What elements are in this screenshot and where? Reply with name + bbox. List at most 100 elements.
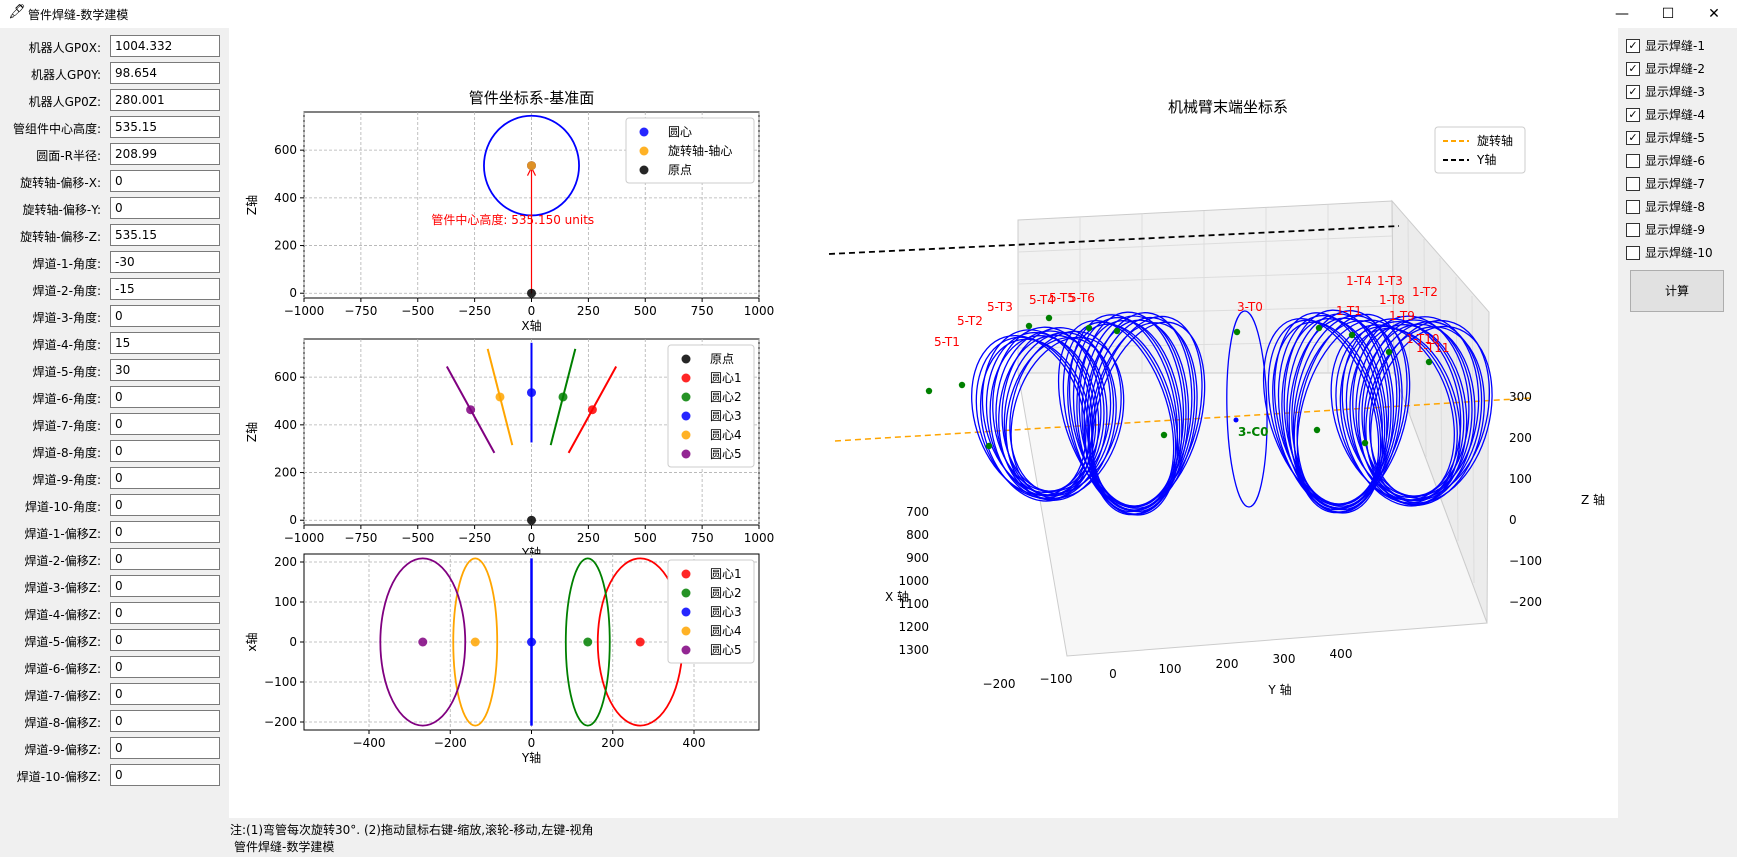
- param-label: 焊道-1-角度:: [32, 257, 101, 271]
- legend-marker: [639, 165, 649, 175]
- param-input[interactable]: [110, 548, 220, 570]
- green-point: [958, 381, 966, 389]
- checkbox[interactable]: ✓: [1626, 107, 1640, 122]
- param-input[interactable]: [110, 494, 220, 516]
- checkbox[interactable]: [1626, 153, 1640, 168]
- param-input[interactable]: [110, 575, 220, 597]
- weld-ring: [1067, 323, 1179, 516]
- param-row: 管组件中心高度:: [0, 114, 229, 141]
- close-button[interactable]: ✕: [1708, 6, 1720, 22]
- weld-toggle-7[interactable]: 显示焊缝-7: [1626, 175, 1705, 195]
- param-label: 焊道-5-角度:: [32, 365, 101, 379]
- param-input[interactable]: [110, 278, 220, 300]
- x-tick-label: −750: [344, 531, 377, 545]
- param-row: 焊道-5-偏移Z:: [0, 627, 229, 654]
- param-label: 焊道-6-角度:: [32, 392, 101, 406]
- x-tick-label: −750: [344, 304, 377, 318]
- param-label: 焊道-8-偏移Z:: [24, 716, 101, 730]
- param-input[interactable]: [110, 764, 220, 786]
- weld-ring: [1368, 319, 1491, 499]
- checkbox[interactable]: [1626, 199, 1640, 214]
- param-input[interactable]: [110, 386, 220, 408]
- param-label: 旋转轴-偏移-X:: [20, 176, 101, 190]
- x-tick-label: 500: [634, 531, 657, 545]
- param-input[interactable]: [110, 683, 220, 705]
- x-tick-label-3d: 900: [906, 551, 929, 565]
- checkbox[interactable]: [1626, 245, 1640, 260]
- checkbox[interactable]: ✓: [1626, 38, 1640, 53]
- options-panel: 计算 ✓ 显示焊缝-1 ✓ 显示焊缝-2 ✓ 显示焊缝-3 ✓ 显示焊缝-4 ✓ 显示焊缝-5 显示…: [1618, 28, 1737, 857]
- legend-marker: [681, 411, 691, 421]
- weld-toggle-9[interactable]: 显示焊缝-9: [1626, 221, 1705, 241]
- checkbox[interactable]: [1626, 176, 1640, 191]
- param-input[interactable]: [110, 521, 220, 543]
- weld-toggle-5[interactable]: ✓ 显示焊缝-5: [1626, 129, 1705, 149]
- y-tick-label: 200: [274, 555, 297, 569]
- green-point: [1361, 439, 1369, 447]
- data-point: [527, 161, 536, 171]
- data-point: [466, 405, 476, 415]
- param-input[interactable]: [110, 413, 220, 435]
- weld-toggle-2[interactable]: ✓ 显示焊缝-2: [1626, 60, 1705, 80]
- legend-marker: [681, 569, 691, 579]
- weld-ring: [1010, 336, 1125, 499]
- weld-ring: [1363, 320, 1483, 502]
- y-tick-label: 600: [274, 370, 297, 384]
- param-input[interactable]: [110, 251, 220, 273]
- weld-ring: [1355, 319, 1473, 501]
- param-row: 焊道-8-偏移Z:: [0, 708, 229, 735]
- checkbox[interactable]: ✓: [1626, 61, 1640, 76]
- green-point: [1425, 358, 1433, 366]
- param-input[interactable]: [110, 710, 220, 732]
- param-input[interactable]: [110, 35, 220, 57]
- legend-label: 圆心2: [710, 586, 742, 600]
- weld-ring: [1003, 331, 1115, 497]
- param-input[interactable]: [110, 62, 220, 84]
- param-input[interactable]: [110, 116, 220, 138]
- weld-toggle-4[interactable]: ✓ 显示焊缝-4: [1626, 106, 1705, 126]
- weld-toggle-6[interactable]: 显示焊缝-6: [1626, 152, 1705, 172]
- param-row: 焊道-10-偏移Z:: [0, 762, 229, 789]
- param-input[interactable]: [110, 602, 220, 624]
- param-input[interactable]: [110, 305, 220, 327]
- plot-canvas[interactable]: −1000 −750 −500 −250 0 250 500 750 1000 0 200 400 60…: [229, 28, 1618, 818]
- checkbox[interactable]: ✓: [1626, 130, 1640, 145]
- param-input[interactable]: [110, 629, 220, 651]
- param-input[interactable]: [110, 332, 220, 354]
- x-tick-label: 250: [577, 531, 600, 545]
- param-input[interactable]: [110, 224, 220, 246]
- weld-ring: [995, 330, 1105, 496]
- maximize-button[interactable]: ☐: [1661, 6, 1675, 22]
- param-row: 旋转轴-偏移-Y:: [0, 195, 229, 222]
- param-input[interactable]: [110, 359, 220, 381]
- param-input[interactable]: [110, 656, 220, 678]
- legend-marker: [681, 354, 691, 364]
- weld-ring: [1335, 325, 1458, 504]
- data-point: [527, 515, 536, 525]
- param-input[interactable]: [110, 737, 220, 759]
- x-tick-label: 500: [634, 304, 657, 318]
- x-tick-label: −1000: [284, 304, 325, 318]
- weld-toggle-3[interactable]: ✓ 显示焊缝-3: [1626, 83, 1705, 103]
- minimize-button[interactable]: —: [1615, 6, 1629, 22]
- checkbox-label: 显示焊缝-2: [1645, 62, 1705, 76]
- checkbox[interactable]: [1626, 222, 1640, 237]
- point-label: 3-T0: [1237, 300, 1263, 314]
- weld-toggle-10[interactable]: 显示焊缝-10: [1626, 244, 1713, 264]
- x-axis-label: X轴: [521, 318, 541, 333]
- data-point: [583, 637, 593, 647]
- y-tick-label-3d: 400: [1330, 647, 1353, 661]
- weld-toggle-8[interactable]: 显示焊缝-8: [1626, 198, 1705, 218]
- weld-ring: [1001, 327, 1112, 493]
- param-input[interactable]: [110, 143, 220, 165]
- weld-toggle-1[interactable]: ✓ 显示焊缝-1: [1626, 37, 1705, 57]
- point-label: 1-T9: [1389, 309, 1415, 323]
- param-label: 焊道-8-角度:: [32, 446, 101, 460]
- param-input[interactable]: [110, 89, 220, 111]
- param-input[interactable]: [110, 440, 220, 462]
- param-input[interactable]: [110, 170, 220, 192]
- checkbox[interactable]: ✓: [1626, 84, 1640, 99]
- param-input[interactable]: [110, 197, 220, 219]
- param-input[interactable]: [110, 467, 220, 489]
- calculate-button[interactable]: 计算: [1630, 270, 1724, 312]
